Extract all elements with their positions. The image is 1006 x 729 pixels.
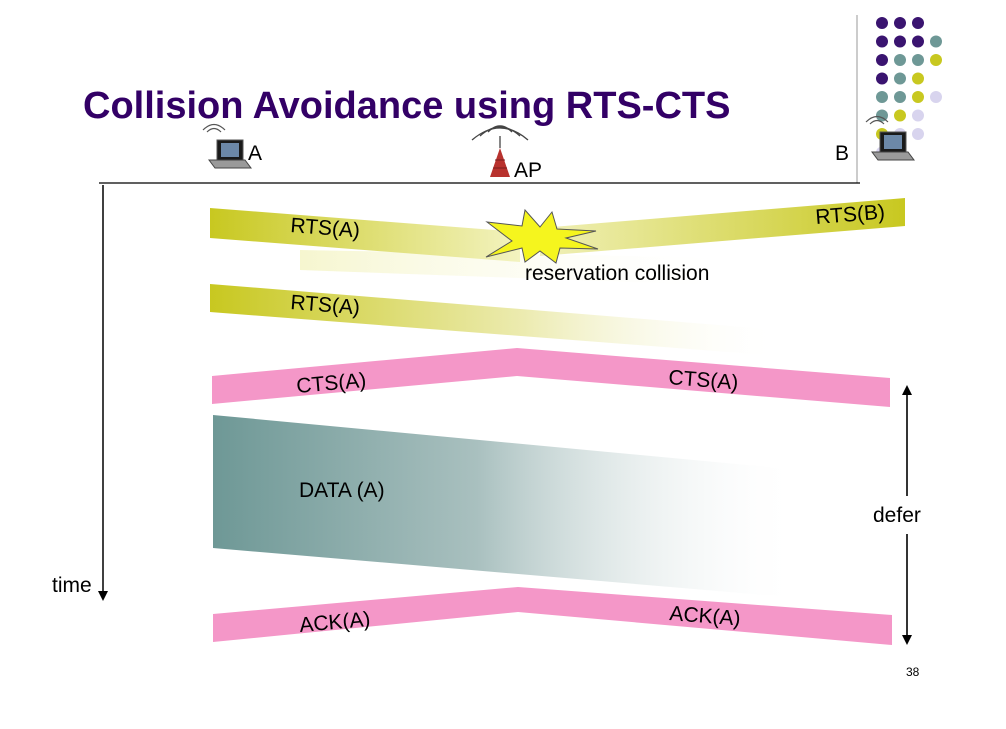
decorative-dot <box>894 72 906 85</box>
decorative-dot <box>894 17 906 29</box>
decorative-dot <box>912 35 924 48</box>
ack-a-right-label: ACK(A) <box>669 602 742 631</box>
ack-a-left-label: ACK(A) <box>298 608 371 637</box>
data-a-band <box>213 415 800 598</box>
slide-title: Collision Avoidance using RTS-CTS <box>83 85 730 127</box>
rts-a-first-band <box>210 208 520 262</box>
decorative-dot <box>930 91 942 103</box>
rts-a-first-label: RTS(A) <box>290 214 361 242</box>
laptop-b-icon <box>865 115 915 161</box>
decorative-dot <box>912 128 924 140</box>
rts-a-second-label: RTS(A) <box>290 291 361 319</box>
decorative-dot <box>912 91 924 103</box>
decorative-dot <box>912 109 924 122</box>
cts-a-right-label: CTS(A) <box>668 366 740 394</box>
time-axis-label: time <box>52 574 92 597</box>
cts-a-left-label: CTS(A) <box>295 369 367 398</box>
collision-burst-icon <box>485 208 599 264</box>
collision-label: reservation collision <box>525 262 709 285</box>
decorative-dot <box>894 109 906 122</box>
decorative-dot <box>876 54 888 66</box>
ack-a-band <box>213 587 892 645</box>
decorative-dot <box>876 17 888 29</box>
laptop-a-icon <box>202 123 252 169</box>
decorative-dot <box>930 35 942 48</box>
cts-a-band <box>212 348 890 407</box>
rts-b-band <box>540 198 905 256</box>
decorative-dot <box>894 54 906 66</box>
data-a-label: DATA (A) <box>299 479 385 502</box>
decorative-dot <box>876 91 888 103</box>
decorative-dot <box>912 54 924 66</box>
decorative-dot <box>876 72 888 85</box>
page-number: 38 <box>906 665 920 679</box>
defer-label: defer <box>873 504 921 527</box>
access-point-icon <box>471 125 529 177</box>
rts-a-second-band <box>210 284 780 356</box>
decorative-dot <box>876 35 888 48</box>
decorative-dot <box>912 17 924 29</box>
rts-b-label: RTS(B) <box>815 201 886 229</box>
decorative-dot <box>930 54 942 66</box>
decorative-dot <box>894 91 906 103</box>
decorative-dot <box>894 35 906 48</box>
node-ap-label: AP <box>514 159 542 182</box>
rts-a-first-band-tail <box>300 250 740 286</box>
node-b-label: B <box>835 142 849 165</box>
decorative-dot <box>876 109 888 122</box>
decorative-dot <box>912 72 924 85</box>
node-a-label: A <box>248 142 262 165</box>
